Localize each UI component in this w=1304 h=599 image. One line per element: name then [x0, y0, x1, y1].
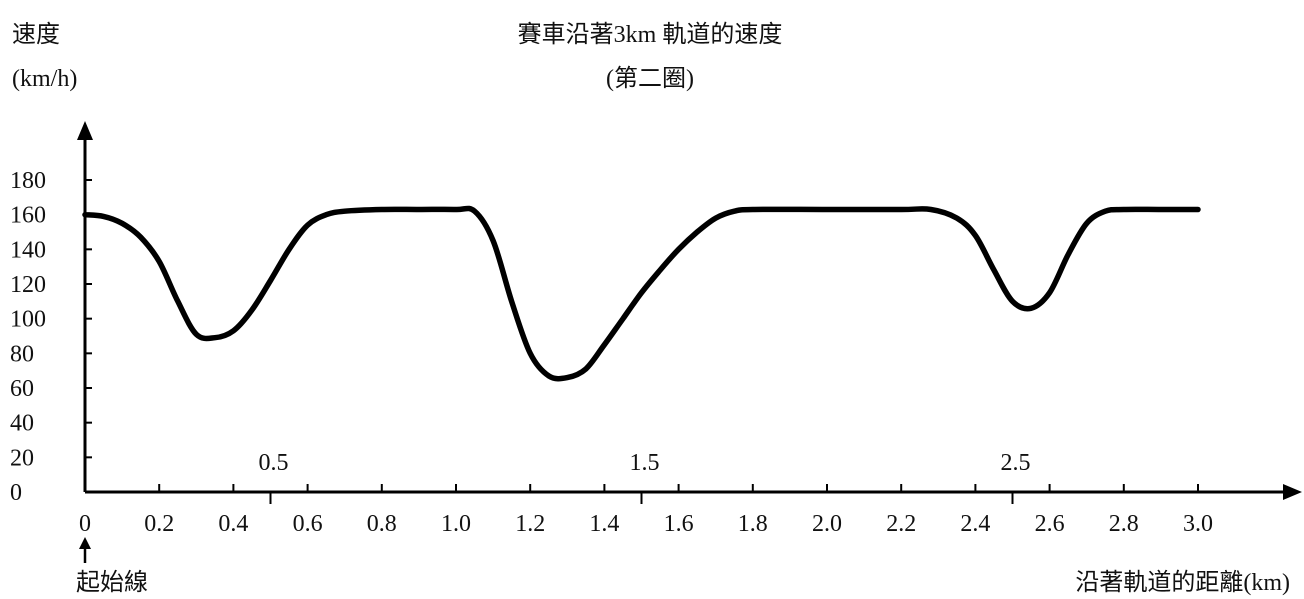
x-tick-label: 0.8: [367, 511, 397, 537]
start-line-label: 起始線: [76, 569, 148, 596]
y-tick-label: 180: [10, 168, 46, 194]
x-tick-label: 0.4: [218, 511, 248, 537]
x-tick-label: 2.2: [886, 511, 916, 537]
chart-subtitle: (第二圈): [606, 65, 694, 92]
x-mid-tick-label: 0.5: [259, 450, 289, 476]
y-tick-label: 80: [10, 341, 34, 367]
x-tick-label: 0.6: [293, 511, 323, 537]
chart-title: 賽車沿著3km 軌道的速度: [518, 21, 783, 48]
y-tick-label: 0: [10, 480, 22, 506]
x-tick-label: 2.0: [812, 511, 842, 537]
start-line-arrowhead: [79, 537, 91, 549]
x-tick-label: 1.0: [441, 511, 471, 537]
y-axis-label: 速度: [12, 21, 60, 48]
x-tick-label: 2.6: [1035, 511, 1065, 537]
x-tick-label: 3.0: [1183, 511, 1213, 537]
x-tick-label: 1.2: [515, 511, 545, 537]
y-tick-label: 100: [10, 307, 46, 333]
x-tick-label: 1.6: [664, 511, 694, 537]
y-axis-unit-label: (km/h): [12, 66, 77, 92]
x-mid-tick-label: 1.5: [630, 450, 660, 476]
x-axis-label: 沿著軌道的距離(km): [1075, 569, 1290, 596]
y-tick-label: 140: [10, 237, 46, 263]
x-tick-label: 0.2: [144, 511, 174, 537]
x-mid-tick-label: 2.5: [1001, 450, 1031, 476]
x-tick-label: 1.4: [589, 511, 619, 537]
x-tick-label: 1.8: [738, 511, 768, 537]
y-tick-label: 160: [10, 203, 46, 229]
y-tick-label: 20: [10, 445, 34, 471]
y-tick-label: 120: [10, 272, 46, 298]
y-tick-label: 60: [10, 376, 34, 402]
y-axis-arrowhead: [77, 121, 93, 140]
x-axis-arrowhead: [1283, 484, 1302, 500]
x-tick-label: 0: [79, 511, 91, 537]
series-line-speed: [82, 205, 1201, 382]
x-tick-label: 2.4: [960, 511, 990, 537]
x-tick-label: 2.8: [1109, 511, 1139, 537]
y-tick-label: 40: [10, 411, 34, 437]
